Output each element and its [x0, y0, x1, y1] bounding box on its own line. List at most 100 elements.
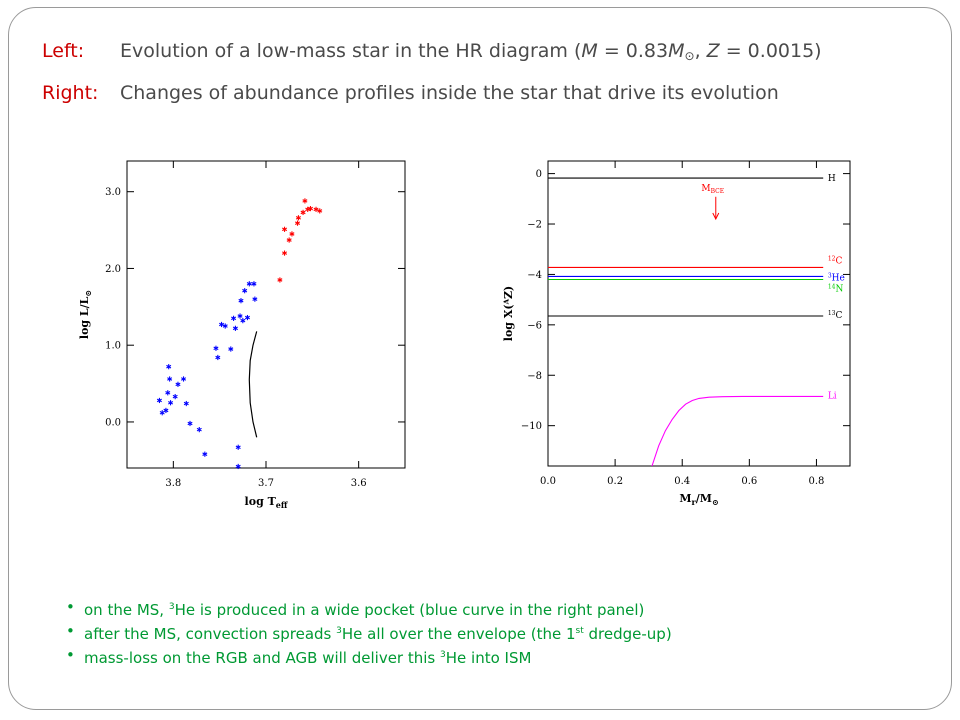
y-axis-label: log L/L⊙ [78, 290, 93, 339]
data-point [238, 298, 244, 304]
asterisk-stroke [228, 347, 234, 351]
data-point [228, 346, 234, 352]
asterisk-stroke [172, 394, 178, 399]
asterisk-stroke [231, 316, 237, 321]
asterisk-stroke [305, 207, 311, 212]
asterisk-stroke [232, 326, 238, 331]
bce-arrow-head [712, 212, 720, 221]
asterisk-stroke [218, 322, 225, 327]
series-label: 13C [828, 310, 843, 321]
data-point [313, 206, 319, 212]
asterisk-stroke [252, 297, 258, 301]
series-label: H [828, 174, 836, 184]
asterisk-stroke [307, 206, 314, 211]
data-point [235, 463, 241, 470]
x-tick-label: 3.7 [258, 478, 274, 489]
data-point [165, 390, 171, 396]
data-point [317, 208, 323, 214]
data-point [294, 220, 301, 226]
data-point [237, 313, 243, 319]
data-point [218, 321, 225, 328]
series-label-sup: 14 [828, 283, 836, 290]
bullet-item: mass-loss on the RGB and AGB will delive… [66, 645, 672, 669]
asterisk-stroke [286, 238, 292, 242]
y-tick-label: −4 [527, 270, 542, 281]
asterisk-stroke [222, 324, 228, 328]
slide-frame [8, 7, 952, 710]
data-point [166, 364, 172, 370]
data-point [168, 400, 174, 406]
x-axis-label-main: log T [245, 495, 277, 508]
data-point [300, 209, 306, 216]
data-point [282, 226, 288, 232]
sun-symbol: ⊙ [684, 49, 695, 63]
hr-diagram-chart: 3.8 3.7 3.6 0.0 1.0 2.0 3.0 log Teff log L/L⊙ [78, 160, 406, 510]
title-line-right: Right: Changes of abundance profiles insi… [42, 82, 779, 104]
asterisk-stroke [165, 391, 171, 395]
asterisk-stroke [246, 282, 252, 286]
asterisk-stroke [282, 251, 288, 255]
x-axis-label-tail: /M [696, 492, 712, 505]
plot-frame [126, 160, 406, 469]
bullet-item: on the MS, 3He is produced in a wide poc… [66, 597, 672, 621]
bce-annotation-main: M [701, 184, 710, 194]
y-axis-label-main: log X( [502, 304, 515, 341]
data-point [187, 420, 193, 427]
data-point [231, 315, 237, 321]
asterisk-stroke [317, 209, 323, 213]
x-tick-label: 0.6 [741, 476, 757, 487]
x-tick-label: 0.4 [674, 476, 690, 487]
mass-value: = 0.83 [597, 40, 669, 62]
data-point [232, 325, 238, 331]
asterisk-stroke [183, 401, 189, 406]
data-point [215, 354, 221, 361]
data-point [289, 231, 295, 237]
asterisk-stroke [215, 355, 221, 360]
data-point [213, 345, 219, 351]
label-right: Right: [42, 82, 99, 104]
data-point [172, 394, 178, 400]
series-label-sup: 3 [828, 272, 832, 279]
y-tick-label: −6 [527, 320, 542, 331]
asterisk-stroke [300, 210, 306, 215]
asterisk-stroke [175, 382, 181, 387]
asterisk-stroke [213, 346, 219, 351]
asterisk-stroke [295, 216, 301, 220]
data-point [307, 205, 314, 212]
data-point [277, 277, 283, 283]
y-tick-label: −2 [527, 220, 542, 231]
data-point [246, 281, 252, 287]
bullet-item: after the MS, convection spreads 3He all… [66, 621, 672, 645]
asterisk-stroke [156, 398, 162, 403]
asterisk-stroke [196, 427, 202, 432]
data-point [240, 318, 246, 324]
y-tick-label: 3.0 [105, 187, 121, 198]
asterisk-stroke [289, 232, 295, 236]
bce-annotation-label: MBCE [701, 184, 724, 195]
asterisk-stroke [235, 445, 241, 450]
plot-frame [547, 160, 851, 467]
data-point [156, 397, 162, 404]
x-axis-label: log Teff [245, 495, 288, 510]
y-tick-label: 0.0 [105, 417, 121, 428]
symbol-msun: M [668, 40, 685, 62]
asterisk-stroke [277, 278, 283, 282]
data-point [183, 400, 189, 407]
data-point [305, 206, 311, 212]
asterisk-stroke [166, 364, 172, 369]
series-label-main: C [835, 311, 842, 321]
x-tick-label: 0.2 [607, 476, 623, 487]
asterisk-stroke [238, 298, 244, 303]
y-axis-label-tail: ᴬZ) [502, 286, 515, 306]
data-point [302, 198, 308, 204]
asterisk-stroke [159, 410, 165, 415]
asterisk-stroke [240, 318, 246, 323]
series-label: 14N [828, 283, 844, 294]
evolution-track-line [248, 331, 258, 438]
data-point [242, 288, 248, 294]
series-label-main: He [832, 273, 845, 283]
data-point [167, 376, 173, 382]
abundance-profile-chart: 0.0 0.2 0.4 0.6 0.80−2−4−6−8−10H12C3He14N13C… [502, 160, 851, 507]
x-axis-label: Mr/M⊙ [679, 492, 718, 507]
label-left: Left: [42, 40, 85, 62]
